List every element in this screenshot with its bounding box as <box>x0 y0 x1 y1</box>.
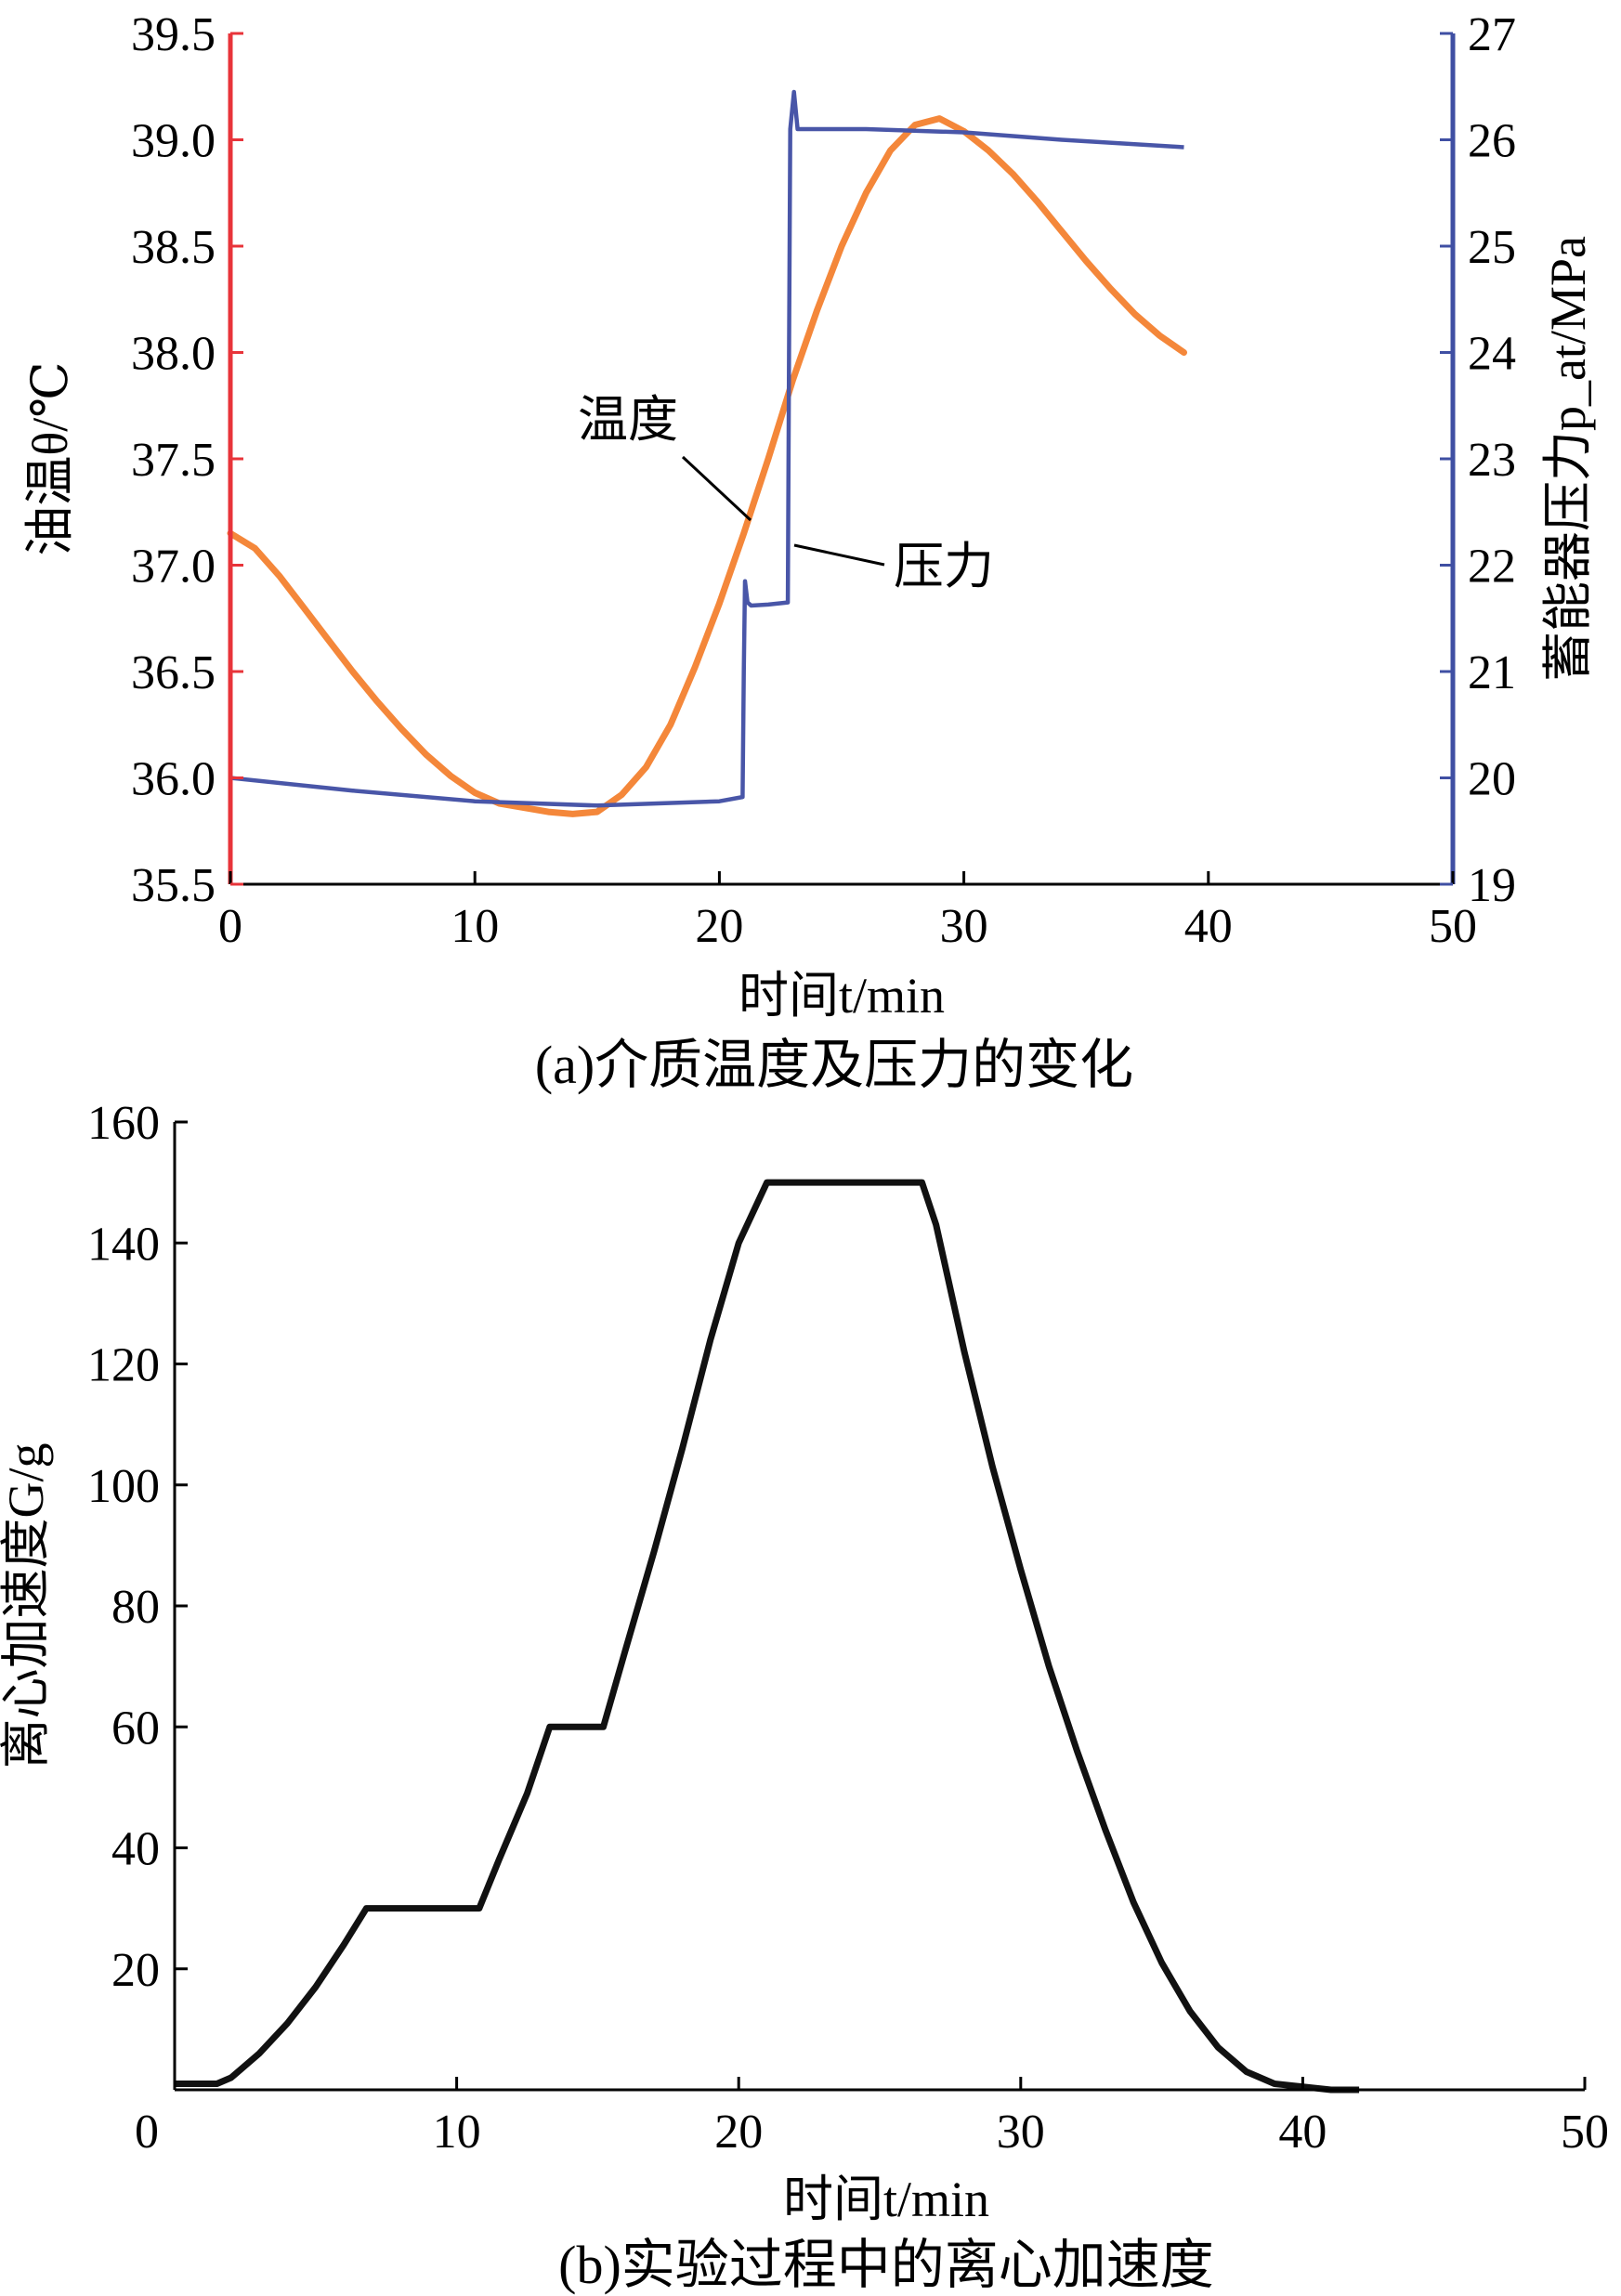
chart-a-left-y-tick-label: 35.5 <box>131 859 216 912</box>
chart-a-right-axis-title: 蓄能器压力p_at/MPa <box>1540 236 1596 682</box>
chart-a-left-y-tick-label: 37.0 <box>131 541 216 594</box>
chart-b-y-tick-label: 120 <box>87 1339 160 1392</box>
chart-b-y-tick-label: 140 <box>87 1218 160 1271</box>
chart-a-right-y-tick-label: 22 <box>1468 541 1516 594</box>
chart-a-left-y-tick-label: 38.5 <box>131 221 216 274</box>
chart-a-right-y-tick-label: 25 <box>1468 221 1516 274</box>
chart-b-y-tick-label: 40 <box>111 1823 160 1876</box>
chart-b-x-tick-label: 40 <box>1278 2106 1327 2159</box>
chart-b-x-axis-title: 时间t/min <box>783 2172 989 2227</box>
chart-b-x-tick-label: 0 <box>135 2106 159 2159</box>
chart-a-right-y-tick-label: 27 <box>1468 8 1516 61</box>
chart-a-left-y-tick-label: 38.0 <box>131 328 216 381</box>
chart-b-x-tick-label: 10 <box>433 2106 481 2159</box>
chart-a: 0 10 20 30 40 50 35.5 36.0 36.5 37.0 37.5 38.0 38.5 3… <box>22 8 1596 1095</box>
chart-a-left-y-tick-label: 36.0 <box>131 753 216 806</box>
chart-a-x-tick-label: 20 <box>695 900 743 953</box>
chart-a-left-y-tick-label: 39.5 <box>131 8 216 61</box>
chart-b-y-tick-label: 20 <box>111 1944 160 1997</box>
chart-a-x-axis-title: 时间t/min <box>739 968 945 1024</box>
chart-a-left-axis-title: 油温θ/℃ <box>22 361 78 555</box>
chart-a-right-y-tick-label: 26 <box>1468 115 1516 168</box>
chart-b-x-tick-label: 20 <box>714 2106 763 2159</box>
chart-b-ticks: 0 10 20 30 40 50 20 40 60 80 100 120 140 160 <box>87 1097 1609 2159</box>
chart-b-y-axis-title: 离心加速度G/g <box>0 1443 54 1769</box>
chart-a-right-y-tick-label: 20 <box>1468 753 1516 806</box>
chart-a-left-y-tick-label: 39.0 <box>131 115 216 168</box>
chart-a-x-tick-label: 50 <box>1429 900 1477 953</box>
chart-a-x-tick-label: 10 <box>451 900 499 953</box>
chart-a-x-tick-label: 30 <box>940 900 988 953</box>
chart-a-x-tick-label: 0 <box>218 900 242 953</box>
chart-b-y-tick-label: 60 <box>111 1702 160 1755</box>
chart-a-ticks: 0 10 20 30 40 50 35.5 36.0 36.5 37.0 37.5 38.0 38.5 3… <box>131 8 1516 953</box>
temperature-annotation: 温度 <box>578 392 678 448</box>
chart-a-x-tick-label: 40 <box>1184 900 1233 953</box>
chart-a-left-y-tick-label: 36.5 <box>131 646 216 699</box>
chart-b-y-tick-label: 100 <box>87 1460 160 1513</box>
chart-a-right-y-tick-label: 24 <box>1468 328 1516 381</box>
chart-b-y-tick-label: 160 <box>87 1097 160 1150</box>
chart-b-x-tick-label: 30 <box>997 2106 1045 2159</box>
chart-a-caption: (a)介质温度及压力的变化 <box>535 1035 1133 1095</box>
chart-b-x-tick-label: 50 <box>1561 2106 1609 2159</box>
chart-b-caption: (b)实验过程中的离心加速度 <box>558 2235 1214 2295</box>
chart-b-y-tick-label: 80 <box>111 1581 160 1634</box>
chart-a-right-y-tick-label: 23 <box>1468 434 1516 487</box>
pressure-series-line <box>229 89 1184 808</box>
pressure-annotation: 压力 <box>894 539 994 594</box>
temperature-annotation-leader <box>681 455 752 522</box>
chart-a-right-y-tick-label: 19 <box>1468 859 1516 912</box>
chart-a-right-y-tick-label: 21 <box>1468 646 1516 699</box>
pressure-annotation-leader <box>793 543 885 567</box>
chart-a-left-y-tick-label: 37.5 <box>131 434 216 487</box>
centrifugal-acceleration-line <box>175 1179 1360 2094</box>
temperature-series-line <box>227 115 1187 817</box>
